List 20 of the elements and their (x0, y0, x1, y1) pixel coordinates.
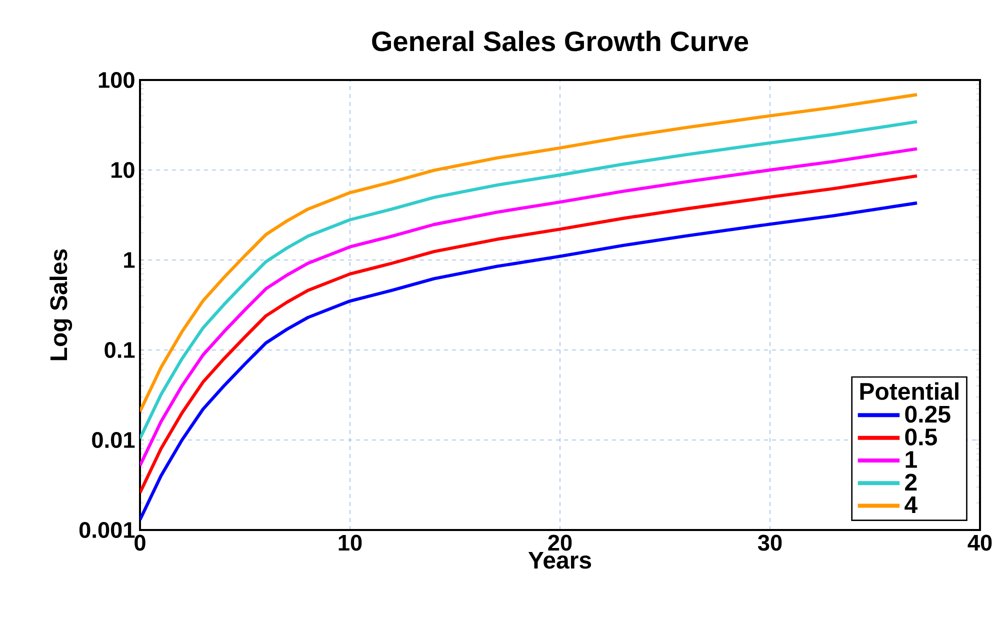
y-tick-label: 100 (98, 72, 134, 88)
x-tick-label: 20 (548, 534, 572, 551)
chart-title: General Sales Growth Curve (372, 30, 748, 52)
x-tick-label: 30 (758, 534, 782, 551)
legend-label: 0.25 (905, 406, 950, 423)
y-tick-label: 0.1 (104, 342, 135, 358)
x-tick-label: 0 (134, 534, 146, 551)
legend-label: 2 (905, 474, 917, 490)
y-tick-label: 1 (124, 252, 135, 268)
x-tick-label: 40 (968, 534, 992, 551)
x-axis-title: Years (528, 552, 592, 569)
legend-label: 0.5 (905, 428, 937, 446)
y-tick-label: 0.001 (79, 522, 135, 538)
legend-label: 1 (906, 451, 917, 468)
legend-title: Potential (860, 382, 958, 400)
y-tick-label: 0.01 (92, 432, 135, 448)
y-tick-label: 10 (112, 162, 134, 178)
y-axis-title: Log Sales (50, 249, 72, 360)
x-tick-label: 10 (338, 534, 362, 551)
legend-label: 4 (904, 496, 918, 514)
